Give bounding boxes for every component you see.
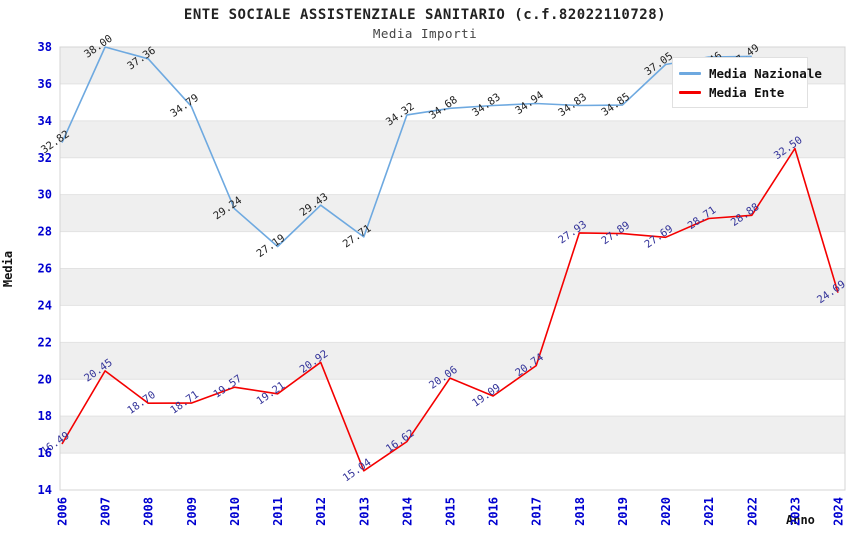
media-nazionale-line-swatch (679, 72, 701, 75)
svg-text:19.09: 19.09 (470, 382, 503, 410)
svg-text:38: 38 (38, 40, 52, 54)
legend-label-nazionale: Media Nazionale (709, 66, 822, 81)
svg-text:2017: 2017 (530, 497, 544, 526)
svg-text:20: 20 (38, 372, 52, 386)
svg-text:34.85: 34.85 (599, 91, 632, 119)
svg-text:28: 28 (38, 225, 52, 239)
chart-subtitle: Media Importi (372, 26, 478, 41)
svg-text:2013: 2013 (357, 497, 371, 526)
svg-text:15.04: 15.04 (341, 456, 374, 484)
legend-label-ente: Media Ente (709, 85, 785, 100)
svg-text:32: 32 (38, 151, 52, 165)
svg-text:2015: 2015 (444, 497, 458, 526)
svg-text:14: 14 (38, 483, 52, 497)
svg-text:2021: 2021 (702, 497, 716, 526)
svg-text:2019: 2019 (616, 497, 630, 526)
svg-text:18.71: 18.71 (168, 389, 201, 417)
legend-item-nazionale: Media Nazionale (679, 64, 822, 83)
svg-text:2014: 2014 (400, 497, 414, 526)
svg-text:34: 34 (38, 114, 52, 128)
svg-text:2008: 2008 (142, 497, 156, 526)
svg-text:2016: 2016 (487, 497, 501, 526)
svg-text:27.19: 27.19 (255, 232, 288, 260)
svg-text:2007: 2007 (99, 497, 113, 526)
svg-text:2012: 2012 (314, 497, 328, 526)
legend: Media Nazionale Media Ente (672, 57, 822, 108)
svg-text:2023: 2023 (788, 497, 802, 526)
chart-title: ENTE SOCIALE ASSISTENZIALE SANITARIO (c.… (183, 7, 667, 23)
svg-text:2010: 2010 (228, 497, 242, 526)
svg-text:26: 26 (38, 262, 52, 276)
svg-text:18: 18 (38, 409, 52, 423)
legend-item-ente: Media Ente (679, 83, 801, 102)
svg-text:2024: 2024 (832, 497, 846, 526)
svg-text:19.21: 19.21 (255, 379, 288, 407)
svg-text:2022: 2022 (745, 497, 759, 526)
svg-text:24: 24 (38, 298, 52, 312)
svg-text:2011: 2011 (271, 497, 285, 526)
svg-text:30: 30 (38, 188, 52, 202)
svg-text:2009: 2009 (185, 497, 199, 526)
svg-text:22: 22 (38, 335, 52, 349)
svg-text:2020: 2020 (659, 497, 673, 526)
media-ente-line-swatch (679, 91, 701, 94)
svg-text:2018: 2018 (573, 497, 587, 526)
svg-text:16: 16 (38, 446, 52, 460)
x-axis-label: Anno (786, 513, 815, 527)
svg-text:36: 36 (38, 77, 52, 91)
svg-text:2006: 2006 (56, 497, 70, 526)
svg-text:34.79: 34.79 (168, 92, 201, 120)
